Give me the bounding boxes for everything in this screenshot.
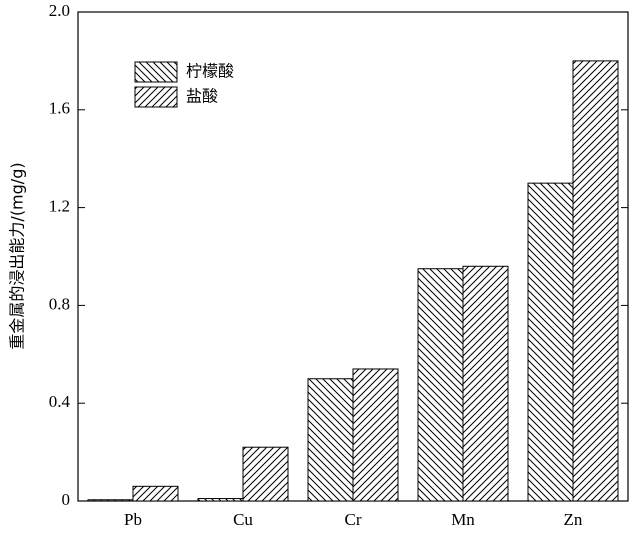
x-tick-label: Pb	[124, 510, 142, 529]
y-tick-label: 2.0	[49, 1, 70, 20]
y-tick-label: 1.2	[49, 197, 70, 216]
x-tick-label: Mn	[451, 510, 475, 529]
legend-label: 柠檬酸	[186, 62, 234, 81]
x-tick-label: Zn	[564, 510, 583, 529]
bar	[132, 485, 179, 502]
bar	[307, 378, 354, 502]
bar	[87, 499, 134, 502]
bar	[352, 368, 399, 502]
legend-label: 盐酸	[186, 87, 218, 106]
y-tick-label: 0.4	[49, 392, 71, 411]
y-axis-label: 重金属的浸出能力/(mg/g)	[8, 162, 27, 349]
x-tick-label: Cr	[345, 510, 362, 529]
bar	[197, 498, 244, 502]
legend-swatch	[134, 86, 178, 108]
bar	[527, 182, 574, 502]
y-tick-label: 1.6	[49, 99, 70, 118]
bar	[572, 60, 619, 502]
bar	[462, 265, 509, 502]
legend-swatch	[134, 61, 178, 83]
bar	[242, 446, 289, 502]
x-tick-label: Cu	[233, 510, 253, 529]
bar	[417, 268, 464, 502]
y-tick-label: 0	[62, 490, 71, 509]
y-tick-label: 0.8	[49, 294, 70, 313]
